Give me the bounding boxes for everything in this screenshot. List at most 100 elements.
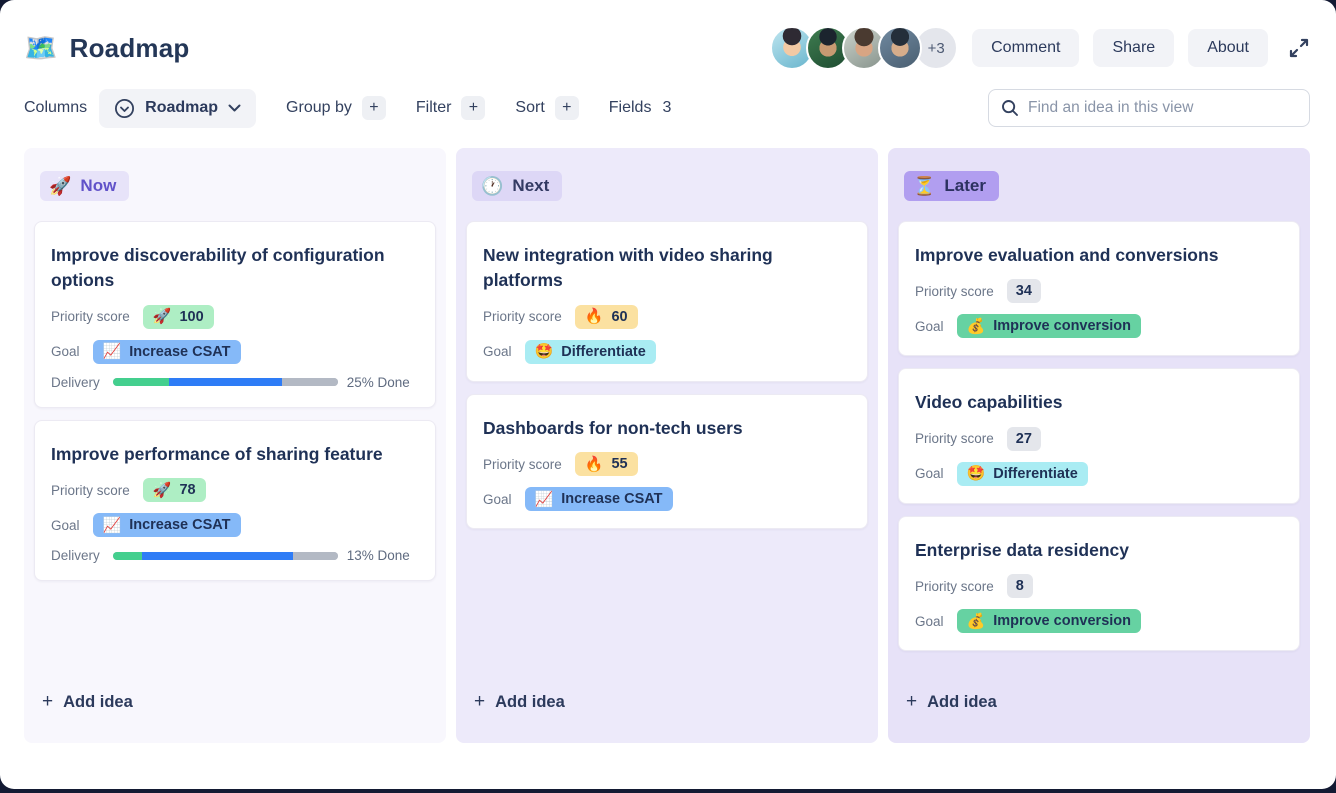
avatar[interactable] [770,26,815,70]
card-list: Improve discoverability of configuration… [34,221,436,582]
field-label: Goal [483,491,512,507]
page-title: Roadmap [69,32,190,63]
badge-value: 55 [611,456,628,473]
badge-value: Differentiate [561,343,646,360]
field-value-badge: 🚀 100 [142,304,214,329]
field-label: Goal [51,344,80,360]
field-label: Goal [483,344,512,360]
idea-title: Dashboards for non-tech users [483,417,743,438]
badge-value: 78 [179,482,196,499]
plus-icon: + [906,691,918,712]
field-value-badge: 📈 Increase CSAT [92,339,241,364]
idea-card[interactable]: Video capabilities Priority score 27 Goal 🤩 D… [898,368,1300,504]
goal-row: Goal 🤩 Differentiate [915,461,1283,486]
badge-emoji-icon: 📈 [102,343,122,361]
expand-button[interactable] [1288,37,1310,59]
badge-value: 60 [611,308,628,325]
badge-value: Improve conversion [993,318,1132,335]
column-next: 🕐 Next New integration with video sharing … [456,148,878,743]
column-label: Now [80,176,117,195]
field-value-badge: 🤩 Differentiate [956,461,1088,486]
sort-label: Sort [515,99,545,116]
search-input[interactable] [1028,99,1297,117]
map-emoji-icon: 🗺️ [24,32,58,63]
column-label: Later [944,176,986,195]
share-button[interactable]: Share [1093,29,1175,67]
field-value-badge: 34 [1006,279,1041,304]
fields-label: Fields [608,99,652,116]
field-value-badge: 📈 Increase CSAT [92,513,241,538]
badge-emoji-icon: 💰 [966,612,986,630]
field-label: Priority score [483,456,562,472]
idea-card[interactable]: Dashboards for non-tech users Priority sc… [466,393,868,530]
header: 🗺️ Roadmap +3 Comment Share About [0,0,1336,70]
view-selector[interactable]: Roadmap [99,88,257,128]
progress-segment-green [112,551,143,560]
priority-score-row: Priority score 27 [915,426,1283,451]
filter-add-button[interactable]: + [461,96,486,120]
avatar[interactable] [878,26,923,70]
badge-emoji-icon: 🚀 [152,308,172,326]
badge-value: Increase CSAT [129,343,231,360]
idea-title: Improve performance of sharing feature [51,443,383,464]
comment-button[interactable]: Comment [972,29,1080,67]
add-idea-label: Add idea [495,692,565,711]
add-idea-button[interactable]: + Add idea [34,685,436,719]
idea-card[interactable]: Improve evaluation and conversions Priori… [898,221,1300,357]
priority-score-row: Priority score 🚀 100 [51,304,419,329]
goal-row: Goal 🤩 Differentiate [483,339,851,364]
progress-segment-blue [142,551,293,560]
field-label: Delivery [51,374,100,390]
idea-card[interactable]: Improve discoverability of configuration… [34,221,436,408]
add-idea-button[interactable]: + Add idea [898,685,1300,719]
header-actions: +3 Comment Share About [770,26,1310,70]
roadmap-board: 🚀 Now Improve discoverability of configura… [0,148,1336,743]
idea-title: Enterprise data residency [915,539,1129,560]
group-by-label: Group by [286,99,352,116]
later-emoji-icon: ⏳ [913,176,936,196]
field-label: Goal [915,466,944,482]
card-list: New integration with video sharing platf… [466,221,868,530]
idea-title: New integration with video sharing platf… [483,245,773,291]
delivery-row: Delivery 13% Done [51,548,419,563]
column-label: Next [512,176,550,195]
about-button[interactable]: About [1188,29,1268,67]
idea-card[interactable]: Enterprise data residency Priority score 8… [898,515,1300,652]
progress-segment-gray [292,551,338,560]
field-label: Priority score [483,309,562,325]
progress-done-text: 25% Done [346,374,410,390]
badge-emoji-icon: 🚀 [152,481,172,499]
add-idea-label: Add idea [63,692,133,711]
expand-icon [1288,37,1310,59]
fields-count: 3 [662,99,672,116]
field-label: Priority score [915,578,994,594]
add-idea-button[interactable]: + Add idea [466,685,868,719]
field-value-badge: 🤩 Differentiate [524,339,656,364]
avatar[interactable] [806,26,851,70]
field-value-badge: 📈 Increase CSAT [524,487,673,512]
view-selector-value: Roadmap [145,99,219,116]
circle-chevron-down-icon [114,98,135,119]
badge-value: Increase CSAT [129,517,231,534]
avatar-stack[interactable]: +3 [770,26,959,70]
fields-control[interactable]: Fields 3 [609,99,672,117]
plus-icon: + [42,691,54,712]
delivery-progress-bar [112,378,338,387]
avatar[interactable] [842,26,887,70]
badge-value: Increase CSAT [561,491,663,508]
goal-row: Goal 📈 Increase CSAT [483,487,851,512]
sort-add-button[interactable]: + [554,96,579,120]
badge-emoji-icon: 🔥 [584,455,604,473]
idea-card[interactable]: New integration with video sharing platf… [466,221,868,382]
badge-value: Differentiate [993,465,1078,482]
priority-score-row: Priority score 34 [915,279,1283,304]
next-emoji-icon: 🕐 [481,176,504,196]
field-label: Priority score [915,283,994,299]
field-value-badge: 🔥 55 [574,452,638,477]
filter-label: Filter [415,99,452,116]
group-by-add-button[interactable]: + [361,96,386,120]
goal-row: Goal 💰 Improve conversion [915,609,1283,634]
field-label: Delivery [51,548,100,564]
idea-card[interactable]: Improve performance of sharing feature Pr… [34,419,436,582]
